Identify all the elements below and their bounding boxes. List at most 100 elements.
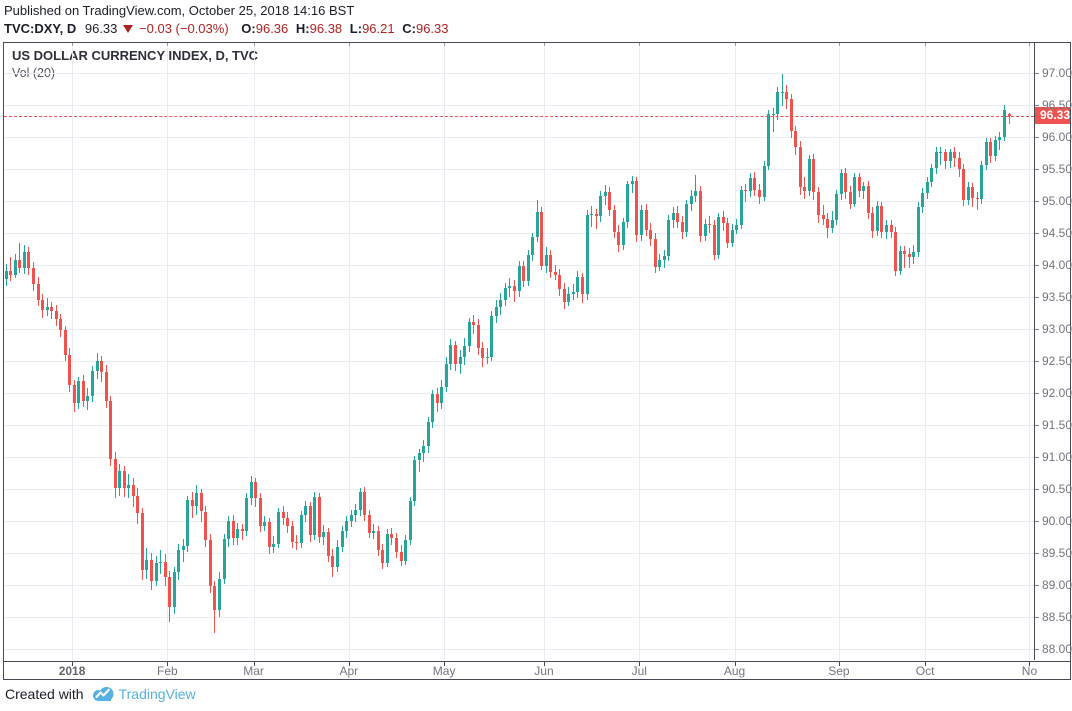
footer: Created with TradingView bbox=[5, 686, 196, 702]
candle-body bbox=[944, 152, 948, 162]
candle-body bbox=[853, 177, 857, 204]
tradingview-brand-link[interactable]: TradingView bbox=[118, 686, 196, 702]
candle-body bbox=[208, 539, 212, 587]
candle-body bbox=[503, 288, 507, 300]
price-tick-label: 92.00 bbox=[1042, 386, 1072, 401]
candle-body bbox=[313, 496, 317, 535]
time-tick-top bbox=[348, 43, 350, 46]
candle-body bbox=[826, 219, 830, 228]
candle-body bbox=[227, 521, 231, 540]
tradingview-cloud-logo-icon bbox=[92, 687, 114, 701]
candle-body bbox=[240, 528, 244, 531]
price-axis[interactable]: 96.33 88.00 88.50 89.00 89.50 90.00 90.50 91.0… bbox=[1035, 43, 1072, 660]
candle-wick bbox=[695, 175, 697, 203]
candle-body bbox=[59, 319, 63, 331]
time-tick-label: 2018 bbox=[58, 664, 86, 678]
candle-body bbox=[154, 563, 158, 581]
down-triangle-icon bbox=[123, 25, 134, 33]
last-price-line bbox=[4, 115, 1034, 117]
candle-body bbox=[390, 533, 394, 538]
candle-body bbox=[136, 495, 140, 513]
gridline-vertical bbox=[543, 43, 545, 660]
candle-body bbox=[308, 506, 312, 535]
candle-wick bbox=[631, 176, 633, 194]
candle-body bbox=[331, 556, 335, 568]
candle-body bbox=[780, 91, 784, 93]
candle-body bbox=[385, 533, 389, 563]
candle-body bbox=[980, 164, 984, 200]
candle-body bbox=[68, 354, 72, 386]
chart-plot-area[interactable]: US DOLLAR CURRENCY INDEX, D, TVC Vol (20… bbox=[4, 43, 1035, 660]
time-tick bbox=[167, 662, 169, 666]
candle-wick bbox=[1008, 112, 1010, 124]
candle-body bbox=[721, 217, 725, 223]
candle-body bbox=[753, 178, 757, 190]
candle-body bbox=[27, 252, 31, 269]
candle-body bbox=[649, 229, 653, 240]
time-tick-top bbox=[543, 43, 545, 46]
candle-body bbox=[290, 526, 294, 542]
candle-body bbox=[776, 91, 780, 115]
time-tick-top bbox=[444, 43, 446, 46]
candle-body bbox=[140, 512, 144, 571]
candle-body bbox=[190, 499, 194, 507]
candle-body bbox=[916, 206, 920, 253]
candle-body bbox=[839, 172, 843, 195]
price-tick-label: 95.00 bbox=[1042, 194, 1072, 209]
candle-wick bbox=[999, 131, 1001, 150]
candle-body bbox=[494, 306, 498, 316]
candle-body bbox=[685, 204, 689, 233]
candle-body bbox=[286, 517, 290, 527]
candle-body bbox=[249, 482, 253, 499]
candle-body bbox=[13, 259, 17, 275]
candle-body bbox=[558, 274, 562, 289]
candle-wick bbox=[904, 245, 906, 269]
price-tick-label: 96.00 bbox=[1042, 130, 1072, 145]
time-tick-label: Oct bbox=[915, 664, 935, 678]
gridline-vertical bbox=[348, 43, 350, 660]
last-price-tag: 96.33 bbox=[1035, 107, 1070, 125]
candle-body bbox=[1007, 114, 1011, 116]
candle-body bbox=[159, 562, 163, 564]
candle-body bbox=[131, 484, 135, 496]
price-tick bbox=[1035, 169, 1039, 171]
candle-body bbox=[671, 212, 675, 221]
time-tick-top bbox=[734, 43, 736, 46]
candle-body bbox=[245, 498, 249, 531]
candle-body bbox=[535, 211, 539, 237]
candle-body bbox=[168, 576, 172, 607]
candle-body bbox=[181, 546, 185, 550]
time-axis[interactable]: 2018 Feb Mar Apr May Jun Jul Aug Sep Oct No bbox=[4, 661, 1070, 679]
legend-volume-indicator: Vol (20) bbox=[12, 66, 56, 80]
candle-body bbox=[998, 137, 1002, 140]
legend-title: US DOLLAR CURRENCY INDEX, D, TVC bbox=[12, 48, 259, 63]
gridline-vertical bbox=[639, 43, 641, 660]
candle-body bbox=[635, 181, 639, 235]
price-tick bbox=[1035, 329, 1039, 331]
candle-body bbox=[517, 266, 521, 292]
published-line: Published on TradingView.com, October 25… bbox=[4, 3, 355, 18]
candle-body bbox=[90, 370, 94, 397]
candle-body bbox=[145, 559, 149, 571]
gridline-horizontal bbox=[4, 361, 1034, 363]
candle-body bbox=[172, 572, 176, 607]
time-tick-label: Apr bbox=[339, 664, 359, 678]
time-tick-top bbox=[253, 43, 255, 46]
low-label: L: bbox=[349, 21, 363, 36]
gridline-horizontal bbox=[4, 649, 1034, 651]
time-tick bbox=[543, 662, 545, 666]
candle-wick bbox=[241, 523, 243, 541]
candle-wick bbox=[908, 248, 910, 268]
candle-body bbox=[281, 512, 285, 518]
candle-body bbox=[81, 380, 85, 401]
candle-body bbox=[871, 213, 875, 231]
candle-body bbox=[358, 492, 362, 510]
candle-body bbox=[263, 522, 267, 526]
time-tick-top bbox=[838, 43, 840, 46]
candle-body bbox=[880, 205, 884, 233]
candle-body bbox=[376, 530, 380, 550]
candle-body bbox=[576, 277, 580, 292]
price-change: −0.03 (−0.03%) bbox=[139, 21, 229, 36]
time-tick-label: Jul bbox=[631, 664, 647, 678]
candle-body bbox=[195, 492, 199, 507]
